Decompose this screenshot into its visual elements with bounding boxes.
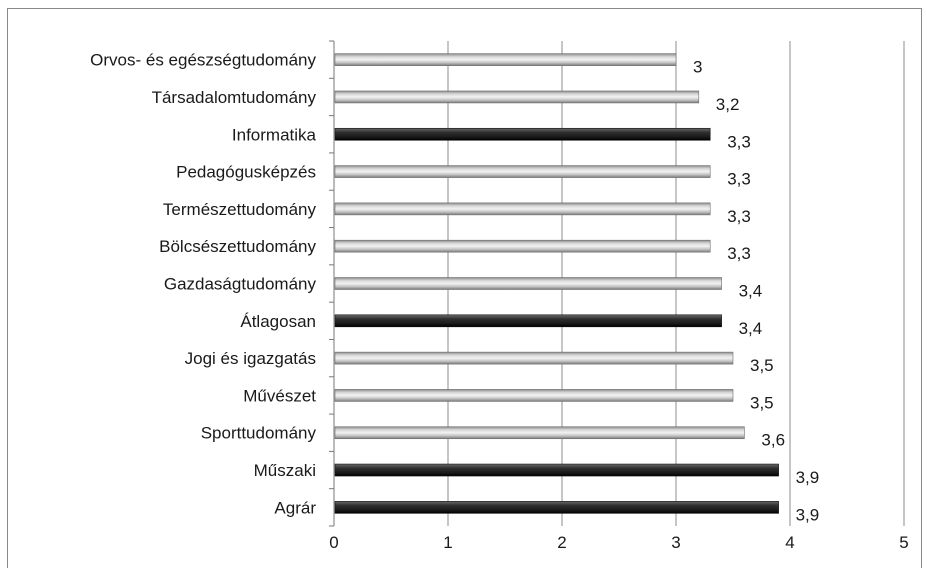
bar-9 xyxy=(334,389,734,402)
value-label: 3,2 xyxy=(716,95,740,114)
bar-rect xyxy=(334,314,722,328)
category-label: Informatika xyxy=(232,125,317,144)
bar-7 xyxy=(334,314,722,328)
category-label: Bölcsészettudomány xyxy=(159,237,316,256)
value-label: 3,3 xyxy=(727,170,751,189)
bar-2 xyxy=(334,127,711,141)
bar-rect xyxy=(334,277,722,290)
value-label: 3 xyxy=(693,58,702,77)
value-label: 3,3 xyxy=(727,207,751,226)
category-labels: Orvos- és egészségtudomány Társadalomtudo… xyxy=(90,51,316,518)
category-label: Jogi és igazgatás xyxy=(185,349,316,368)
value-label: 3,5 xyxy=(750,356,774,375)
bar-rect xyxy=(334,463,779,477)
bar-chart: Orvos- és egészségtudomány Társadalomtudo… xyxy=(90,40,909,552)
category-label: Művészet xyxy=(243,386,316,405)
bar-rect xyxy=(334,501,779,514)
bar-6 xyxy=(334,277,722,290)
chart-frame: Orvos- és egészségtudomány Társadalomtudo… xyxy=(7,8,922,568)
bar-4 xyxy=(334,202,711,216)
category-label: Sporttudomány xyxy=(201,424,317,443)
x-tick-label: 2 xyxy=(557,533,566,552)
value-labels: 3 3,2 3,3 3,3 3,3 3,3 3,4 3,4 3,5 3,5 3,6 3,9 3,9 xyxy=(693,58,819,525)
bar-rect xyxy=(334,127,711,141)
category-label: Pedagógusképzés xyxy=(176,163,316,182)
bars xyxy=(334,53,779,514)
category-label: Gazdaságtudomány xyxy=(164,275,317,294)
bar-12 xyxy=(334,501,779,514)
x-tick-label: 3 xyxy=(671,533,680,552)
value-label: 3,3 xyxy=(727,244,751,263)
x-tick-label: 1 xyxy=(443,533,452,552)
x-tick-label: 4 xyxy=(785,533,794,552)
bar-11 xyxy=(334,463,779,477)
value-label: 3,3 xyxy=(727,132,751,151)
category-label: Természettudomány xyxy=(163,200,317,219)
bar-3 xyxy=(334,165,711,178)
x-tick-label: 5 xyxy=(899,533,908,552)
bar-rect xyxy=(334,53,677,66)
category-label: Agrár xyxy=(274,498,316,517)
category-label: Átlagosan xyxy=(240,312,316,331)
value-label: 3,4 xyxy=(739,319,763,338)
bar-rect xyxy=(334,202,711,216)
bar-rect xyxy=(334,351,734,365)
bar-0 xyxy=(334,53,677,66)
bar-1 xyxy=(334,90,700,104)
bar-10 xyxy=(334,426,745,440)
value-label: 3,9 xyxy=(796,468,820,487)
bar-rect xyxy=(334,90,700,104)
bar-rect xyxy=(334,165,711,178)
value-label: 3,6 xyxy=(761,431,785,450)
bar-8 xyxy=(334,351,734,365)
bar-rect xyxy=(334,426,745,440)
bar-rect xyxy=(334,389,734,402)
value-label: 3,4 xyxy=(739,282,763,301)
category-label: Társadalomtudomány xyxy=(152,88,317,107)
category-label: Műszaki xyxy=(254,461,316,480)
bar-5 xyxy=(334,239,711,253)
value-label: 3,5 xyxy=(750,393,774,412)
x-tick-label: 0 xyxy=(329,533,338,552)
bar-rect xyxy=(334,239,711,253)
x-axis-tick-labels: 0 1 2 3 4 5 xyxy=(329,533,908,552)
category-label: Orvos- és egészségtudomány xyxy=(90,51,316,70)
value-label: 3,9 xyxy=(796,505,820,524)
